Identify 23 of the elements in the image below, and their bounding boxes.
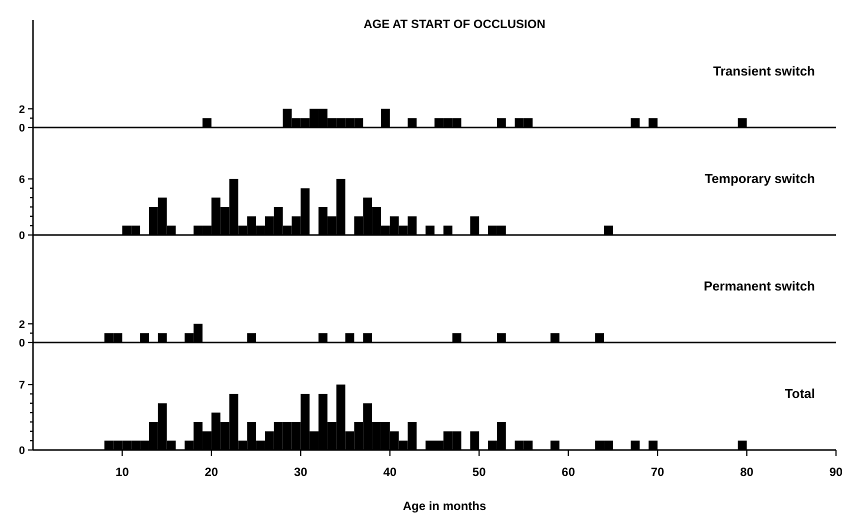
y-tick-label: 2 — [18, 104, 25, 116]
chart-title: AGE AT START OF OCCLUSION — [364, 17, 546, 31]
y-tick-label: 2 — [18, 318, 25, 331]
x-tick-label: 90 — [829, 465, 842, 479]
y-tick-label: 0 — [18, 445, 25, 457]
text: Temporary switch — [704, 171, 816, 186]
y-tick-label: 0 — [18, 230, 25, 242]
x-axis-title: Age in months — [402, 499, 486, 513]
x-tick-label: 70 — [650, 465, 665, 479]
x-tick-label: 20 — [204, 465, 218, 479]
text: Transient switch — [713, 64, 816, 78]
x-tick-label: 80 — [740, 465, 754, 479]
text: Permanent switch — [704, 278, 816, 294]
x-tick-label: 30 — [294, 465, 308, 479]
y-tick-label: 6 — [18, 174, 25, 186]
x-tick-label: 40 — [383, 465, 397, 479]
y-tick-label: 7 — [18, 380, 25, 392]
text: Total — [784, 386, 815, 401]
y-tick-label: 0 — [18, 122, 25, 134]
x-tick-label: 10 — [116, 465, 130, 479]
y-tick-label: 0 — [18, 338, 25, 350]
x-tick-label: 60 — [562, 465, 576, 479]
x-tick-label: 50 — [472, 465, 486, 479]
